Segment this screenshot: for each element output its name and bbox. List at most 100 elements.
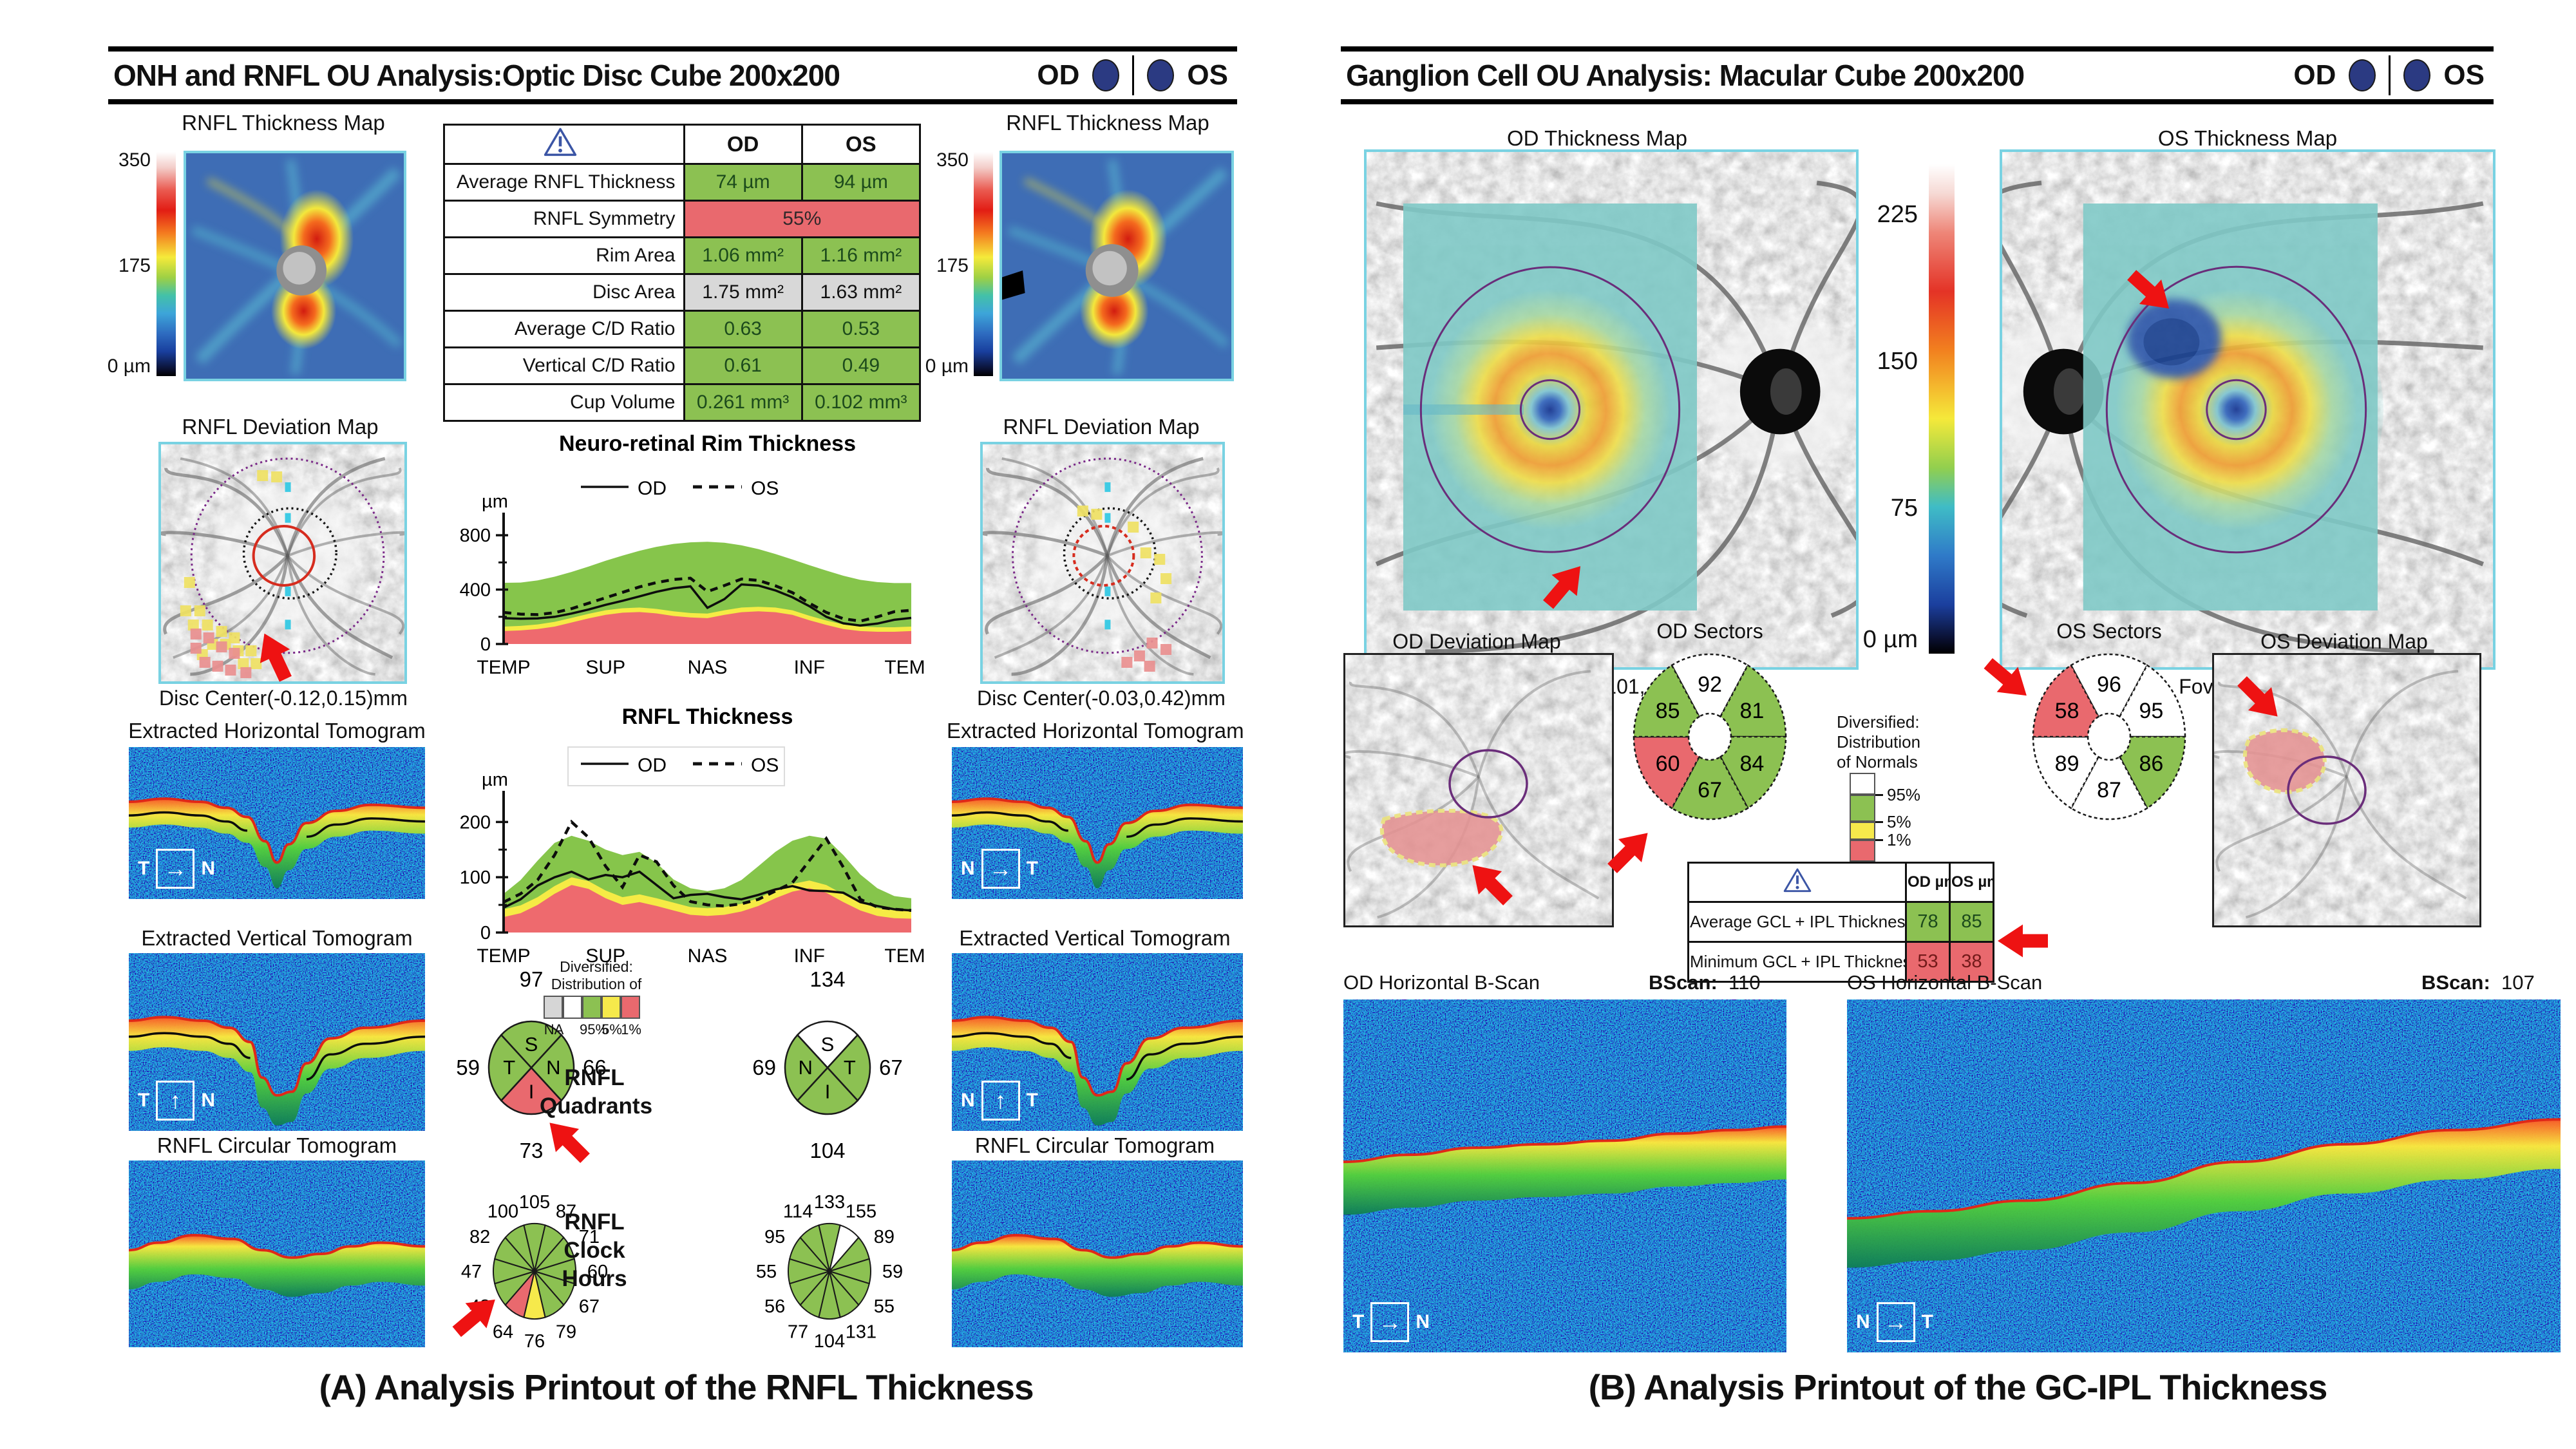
b-legend-title-line: Distribution (1837, 732, 1921, 752)
os-radio-dot[interactable] (2403, 59, 2431, 91)
quadrant-value-top: 97 (520, 967, 544, 991)
os-label: OS (1187, 59, 1228, 91)
a-os-disc-center: Disc Center(-0.03,0.42)mm (977, 687, 1226, 710)
table-row: Disc Area 1.75 mm² 1.63 mm² (443, 273, 922, 312)
sector-value: 81 (1739, 699, 1764, 723)
orientation-letter: T (138, 1090, 150, 1111)
clock-hours-title: RNFL Clock Hours (540, 1208, 649, 1293)
a-os-tomo-c-title: RNFL Circular Tomogram (974, 1133, 1215, 1157)
sector-wedge (2070, 653, 2148, 718)
bscan-os: N → T (1847, 999, 2561, 1352)
quadrant-letter: N (546, 1056, 560, 1079)
row-value-merged: 55% (683, 200, 921, 238)
quadrant-wedge (784, 1034, 829, 1102)
rnfl-clock-hours-od: 10587716067797664484782100 (443, 1163, 626, 1379)
colorbar-scale-label: 150 (1877, 348, 1918, 375)
clock-hour-value: 155 (846, 1202, 876, 1222)
os-radio-dot[interactable] (1147, 59, 1175, 91)
oct-image (952, 953, 1243, 1131)
sector-wedge (2070, 755, 2148, 820)
orientation-letter: N (961, 1090, 975, 1111)
os-series-line (503, 576, 912, 623)
x-axis-label: SUP (585, 657, 625, 678)
sector-value: 95 (2139, 699, 2163, 723)
table-warning-cell (443, 124, 685, 165)
clock-hour-value: 133 (814, 1192, 845, 1213)
col-od: OD (683, 124, 803, 165)
sector-wedge (1633, 735, 1701, 810)
col-os: OS (800, 124, 922, 165)
legend-box-label: 5% (601, 1021, 622, 1037)
quadrant-wedge (500, 1066, 563, 1115)
chart-title: RNFL Thickness (622, 705, 793, 729)
a-od-dev-title: RNFL Deviation Map (182, 415, 379, 439)
b-os-bscan-label: OS Horizontal B-Scan (1847, 971, 2043, 994)
row-value-od: 1.06 mm² (683, 236, 803, 275)
row-value-od: 0.63 (683, 310, 803, 348)
clock-hour-value: 47 (461, 1262, 482, 1282)
table-row: Rim Area 1.06 mm² 1.16 mm² (443, 236, 922, 275)
colorbar-scale-label: 0 µm (925, 355, 969, 377)
quadrant-wedge (530, 1034, 575, 1102)
row-value-od: 78 (1905, 901, 1951, 943)
row-label: Average GCL + IPL Thickness (1687, 901, 1907, 943)
row-label: Disc Area (443, 273, 685, 312)
y-tick-label: 400 (460, 580, 491, 601)
a-os-dev-title: RNFL Deviation Map (1003, 415, 1200, 439)
b-legend-title-line: of Normals (1837, 752, 1918, 772)
gcipl-thickness-map-od (1364, 149, 1859, 670)
oct-image (1343, 999, 1786, 1352)
row-label: RNFL Symmetry (443, 200, 685, 238)
sector-wedge (2118, 735, 2186, 810)
gcipl-sectors-os: 96 95 86 87 89 58 (2025, 643, 2193, 833)
rnfl-summary-table: OD OS Average RNFL Thickness 74 µm 94 µm RNFL… (443, 124, 922, 422)
rnfl-clock-hours-os: 133 155 89 59 55 131 104 77 56 55 95 114 (738, 1163, 921, 1379)
colorbar-scale-label: 0 µm (1862, 626, 1918, 653)
os-series-line (503, 819, 912, 912)
row-value-od: 0.61 (683, 346, 803, 385)
od-radio-dot[interactable] (2349, 59, 2376, 91)
panel-b-eye-selector: OD OS (2293, 52, 2494, 99)
bscan-od: T → N (1343, 999, 1786, 1352)
sector-wedge (1719, 735, 1787, 810)
caption-b: (B) Analysis Printout of the GC-IPL Thic… (1588, 1367, 2328, 1407)
row-value-os: 94 µm (800, 163, 922, 202)
b-legend-tick (1875, 839, 1883, 841)
clock-hour-value: 76 (524, 1331, 545, 1352)
table-row: Average C/D Ratio 0.63 0.53 (443, 310, 922, 348)
quadrant-letter: S (821, 1033, 835, 1056)
gcipl-sectors-od: 92 81 84 67 60 85 (1626, 643, 1794, 833)
table-row: Average RNFL Thickness 74 µm 94 µm (443, 163, 922, 202)
b-legend-segment (1850, 840, 1875, 862)
legend-box (621, 996, 640, 1019)
red-arrow-icon (1998, 922, 2048, 960)
od-radio-dot[interactable] (1092, 59, 1120, 91)
od-series-line (503, 870, 912, 912)
unit-label: µm (482, 770, 508, 790)
b-legend-segment (1850, 822, 1875, 840)
orientation-marker: N → T (1856, 1302, 1933, 1342)
oct-image (129, 1160, 425, 1347)
x-axis-label: NAS (688, 945, 728, 967)
od-label: OD (2293, 59, 2336, 91)
y-tick-label: 800 (460, 526, 491, 546)
clock-hour-value: 114 (783, 1202, 813, 1222)
b-legend-tick-label: 95% (1887, 785, 1921, 804)
legend-box (563, 996, 582, 1019)
row-value-os: 0.53 (800, 310, 922, 348)
arrow-up-icon: ↑ (156, 1081, 195, 1121)
arrow-up-icon: ↑ (981, 1081, 1020, 1121)
a-os-tomo-h-title: Extracted Horizontal Tomogram (947, 719, 1244, 743)
row-value-os: 85 (1949, 901, 1994, 943)
b-legend-tick (1875, 794, 1883, 796)
rnfl-thickness-map-od (184, 151, 406, 381)
b-legend-segment (1850, 795, 1875, 822)
sector-wedge (2118, 664, 2186, 738)
sector-wedge (1633, 664, 1701, 738)
caption-a: (A) Analysis Printout of the RNFL Thickn… (319, 1367, 1034, 1407)
legend-os-label: OS (751, 478, 779, 499)
divider (1132, 55, 1135, 95)
oct-image (129, 953, 425, 1131)
